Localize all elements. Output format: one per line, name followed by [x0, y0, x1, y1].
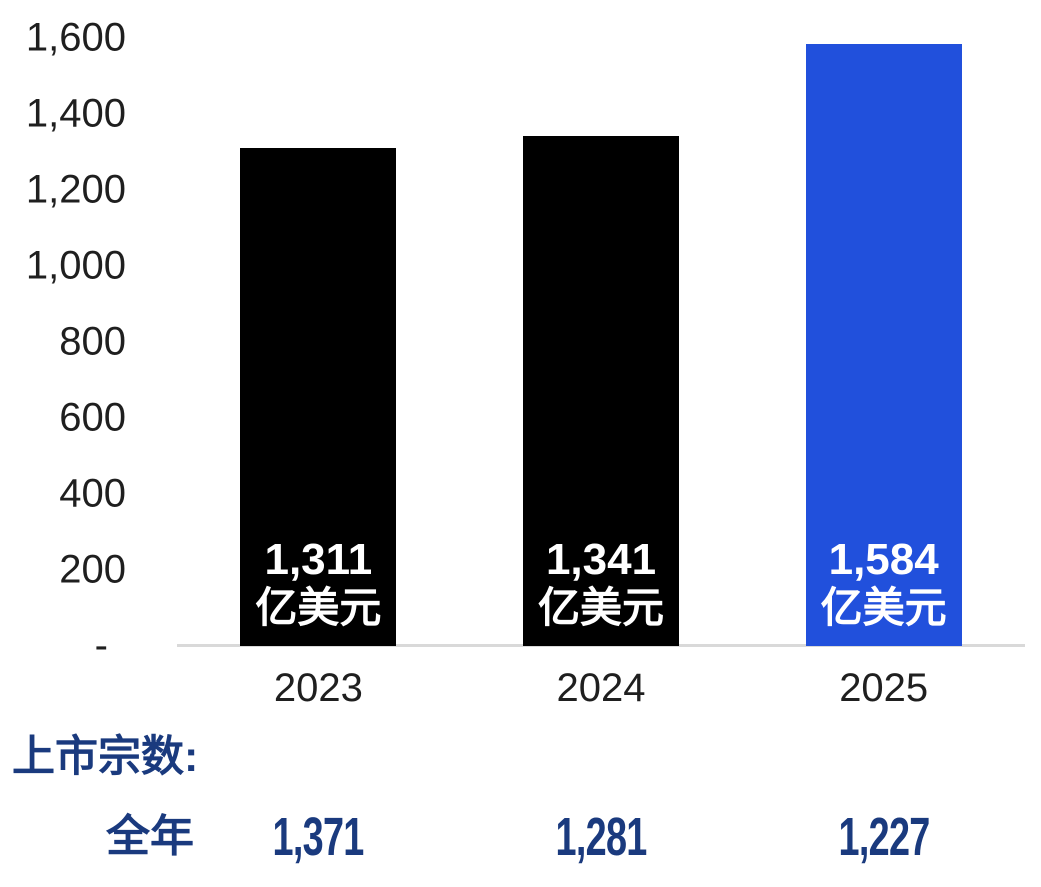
listings-count-value: 1,371	[177, 810, 460, 864]
x-axis-label-2025: 2025	[839, 666, 929, 710]
bar-column-2024: 1,341 亿美元	[460, 38, 743, 646]
listings-count-values-row: 1,371 1,281 1,227	[177, 810, 1025, 864]
y-axis-tick-label: 1,600	[25, 15, 126, 60]
y-axis-tick-label: -	[94, 623, 108, 668]
bar-2024: 1,341 亿美元	[523, 136, 679, 646]
y-axis-tick-label: 1,000	[25, 243, 126, 288]
bar-value-label: 1,584	[828, 535, 939, 584]
listings-count-heading: 上市宗数:	[12, 733, 199, 781]
listings-count-number: 1,281	[555, 807, 647, 867]
bar-column-2025: 1,584 亿美元	[742, 38, 1025, 646]
listings-count-number: 1,227	[838, 807, 930, 867]
y-axis-tick-label: 600	[59, 395, 126, 440]
bar-column-2023: 1,311 亿美元	[177, 38, 460, 646]
bar-2023: 1,311 亿美元	[240, 148, 397, 646]
x-axis-labels: 2023 2024 2025	[177, 664, 1025, 712]
bar-2025: 1,584 亿美元	[805, 44, 962, 646]
y-axis-tick-label: 800	[59, 319, 126, 364]
y-axis-tick-label: 200	[59, 547, 126, 592]
footer-row-label-full-year: 全年	[106, 812, 194, 861]
x-axis-label-2023: 2023	[273, 666, 363, 710]
y-axis-tick-label: 400	[59, 471, 126, 516]
x-axis-label-2024: 2024	[556, 666, 646, 710]
listings-count-number: 1,371	[272, 807, 365, 867]
listings-count-value: 1,227	[742, 810, 1025, 864]
bars-row: 1,311 亿美元 1,341 亿美元 1,584 亿美元	[177, 38, 1025, 646]
bar-unit-label: 亿美元	[255, 584, 382, 631]
bar-value-label: 1,311	[264, 535, 373, 584]
y-axis-tick-label: 1,400	[25, 91, 126, 136]
listings-count-value: 1,281	[460, 810, 743, 864]
bar-unit-label: 亿美元	[537, 584, 664, 631]
bar-unit-label: 亿美元	[820, 584, 947, 631]
y-axis-tick-label: 1,200	[25, 167, 126, 212]
bar-value-label: 1,341	[545, 535, 657, 584]
